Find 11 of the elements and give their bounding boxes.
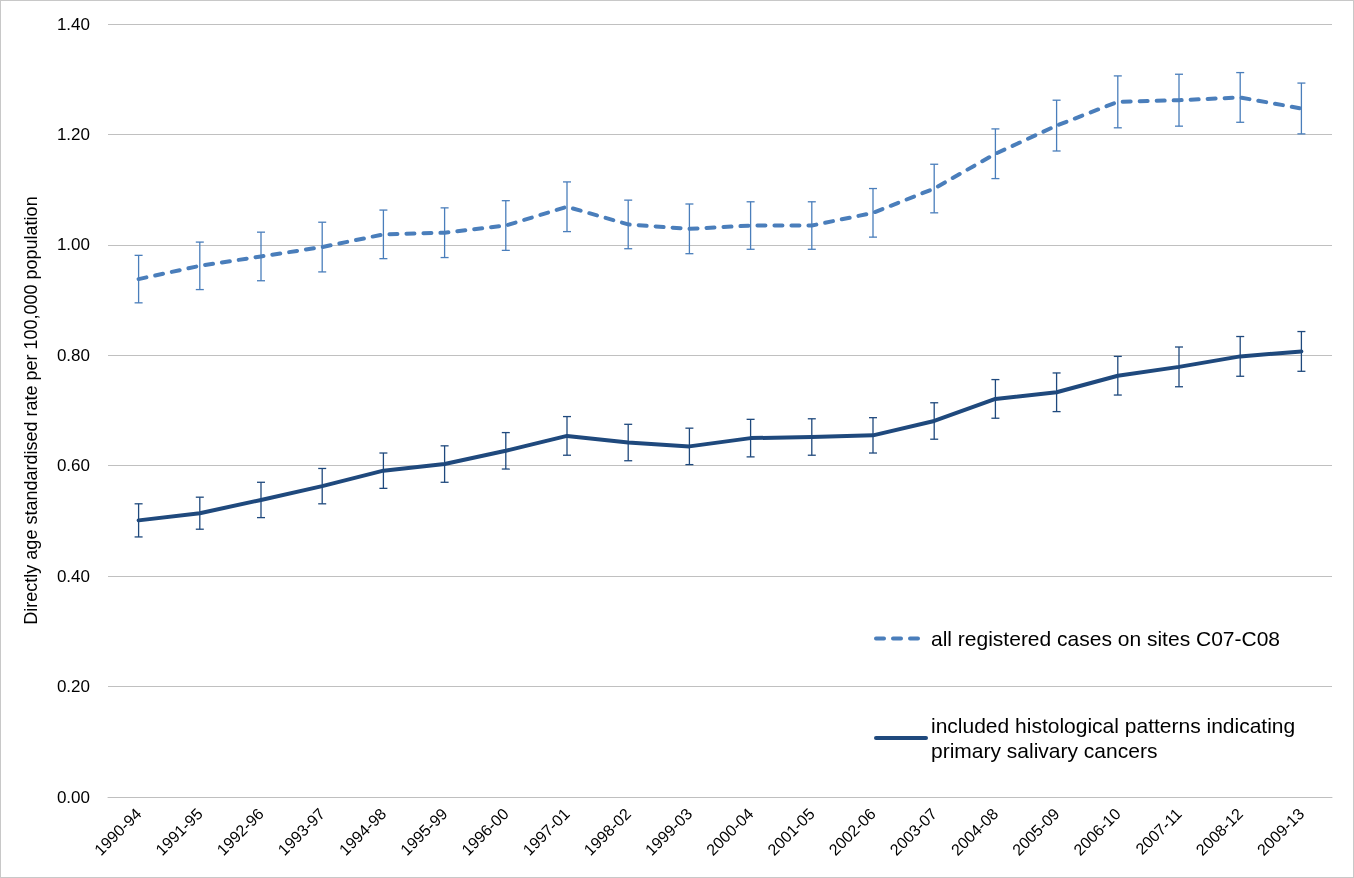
y-tick-label: 0.20 [56,677,90,697]
y-tick-label: 0.00 [56,787,90,807]
y-tick-label: 1.00 [56,235,90,255]
y-axis-title: Directly age standardised rate per 100,000 population [21,196,41,625]
y-tick-label: 0.40 [56,566,90,586]
y-tick-label: 0.60 [56,456,90,476]
y-tick-label: 0.80 [56,345,90,365]
legend-label: included histological patterns indicating primary salivary cancers [931,714,1302,762]
y-tick-label: 1.40 [56,14,90,34]
y-tick-label: 1.20 [56,124,90,144]
legend-label: all registered cases on sites C07-C08 [931,627,1281,650]
